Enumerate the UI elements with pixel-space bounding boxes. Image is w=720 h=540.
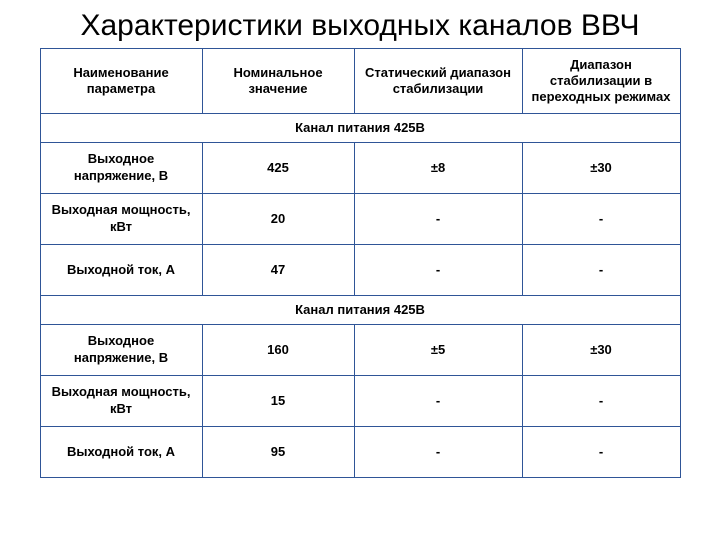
cell-nominal: 47	[202, 245, 354, 296]
slide-title: Характеристики выходных каналов ВВЧ	[40, 8, 680, 44]
cell-transient: ±30	[522, 325, 680, 376]
header-transient: Диапазон стабилизации в переходных режим…	[522, 49, 680, 114]
characteristics-table: Наименование параметра Номинальное значе…	[40, 48, 681, 478]
header-static: Статический диапазон стабилизации	[354, 49, 522, 114]
section-row: Канал питания 425В	[40, 114, 680, 143]
cell-nominal: 160	[202, 325, 354, 376]
cell-nominal: 95	[202, 427, 354, 478]
cell-nominal: 15	[202, 376, 354, 427]
cell-nominal: 425	[202, 143, 354, 194]
cell-nominal: 20	[202, 194, 354, 245]
header-nominal: Номинальное значение	[202, 49, 354, 114]
table-row: Выходной ток, А 95 - -	[40, 427, 680, 478]
cell-static: -	[354, 245, 522, 296]
cell-param: Выходной ток, А	[40, 427, 202, 478]
table-row: Выходное напряжение, В 425 ±8 ±30	[40, 143, 680, 194]
cell-transient: -	[522, 245, 680, 296]
cell-transient: -	[522, 194, 680, 245]
cell-param: Выходная мощность, кВт	[40, 376, 202, 427]
header-param: Наименование параметра	[40, 49, 202, 114]
slide: Характеристики выходных каналов ВВЧ Наим…	[0, 0, 720, 540]
cell-transient: -	[522, 427, 680, 478]
section-title: Канал питания 425В	[40, 114, 680, 143]
table-row: Выходной ток, А 47 - -	[40, 245, 680, 296]
cell-transient: ±30	[522, 143, 680, 194]
table-row: Выходная мощность, кВт 15 - -	[40, 376, 680, 427]
cell-static: ±5	[354, 325, 522, 376]
cell-static: -	[354, 427, 522, 478]
table-row: Выходное напряжение, В 160 ±5 ±30	[40, 325, 680, 376]
cell-static: -	[354, 194, 522, 245]
cell-param: Выходная мощность, кВт	[40, 194, 202, 245]
table-header-row: Наименование параметра Номинальное значе…	[40, 49, 680, 114]
cell-static: -	[354, 376, 522, 427]
cell-transient: -	[522, 376, 680, 427]
section-title: Канал питания 425В	[40, 296, 680, 325]
cell-static: ±8	[354, 143, 522, 194]
table-row: Выходная мощность, кВт 20 - -	[40, 194, 680, 245]
cell-param: Выходное напряжение, В	[40, 143, 202, 194]
section-row: Канал питания 425В	[40, 296, 680, 325]
cell-param: Выходной ток, А	[40, 245, 202, 296]
cell-param: Выходное напряжение, В	[40, 325, 202, 376]
